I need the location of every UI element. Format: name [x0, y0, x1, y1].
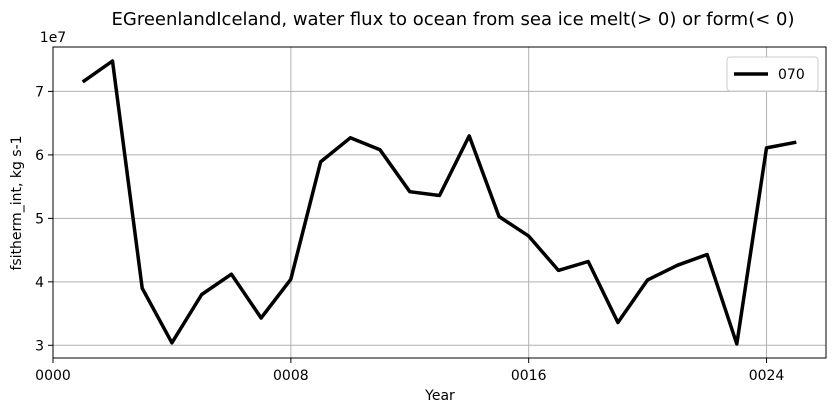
y-axis: 3 4 5 6 7	[35, 84, 53, 354]
y-tick-label: 4	[35, 275, 44, 291]
series-line-070	[81, 59, 797, 346]
x-tick-label: 0016	[511, 368, 547, 384]
y-offset-label: 1e7	[40, 30, 66, 46]
series-layer	[81, 59, 797, 346]
x-tick-label: 0008	[273, 368, 309, 384]
y-tick-label: 7	[35, 84, 44, 100]
y-axis-label: fsitherm_int, kg s-1	[9, 135, 25, 270]
x-axis-label: Year	[424, 388, 455, 404]
y-tick-label: 6	[35, 148, 44, 164]
x-tick-label: 0000	[35, 368, 71, 384]
plot-frame	[52, 46, 827, 359]
legend-box	[726, 56, 819, 92]
legend: 070	[726, 56, 819, 92]
y-tick-label: 5	[35, 211, 44, 227]
legend-label: 070	[778, 67, 805, 83]
gridlines	[52, 47, 826, 358]
x-axis: 0000 0008 0016 0024	[35, 358, 784, 384]
chart-title: EGreenlandIceland, water flux to ocean f…	[112, 9, 795, 30]
x-tick-label: 0024	[749, 368, 785, 384]
y-tick-label: 3	[35, 338, 44, 354]
